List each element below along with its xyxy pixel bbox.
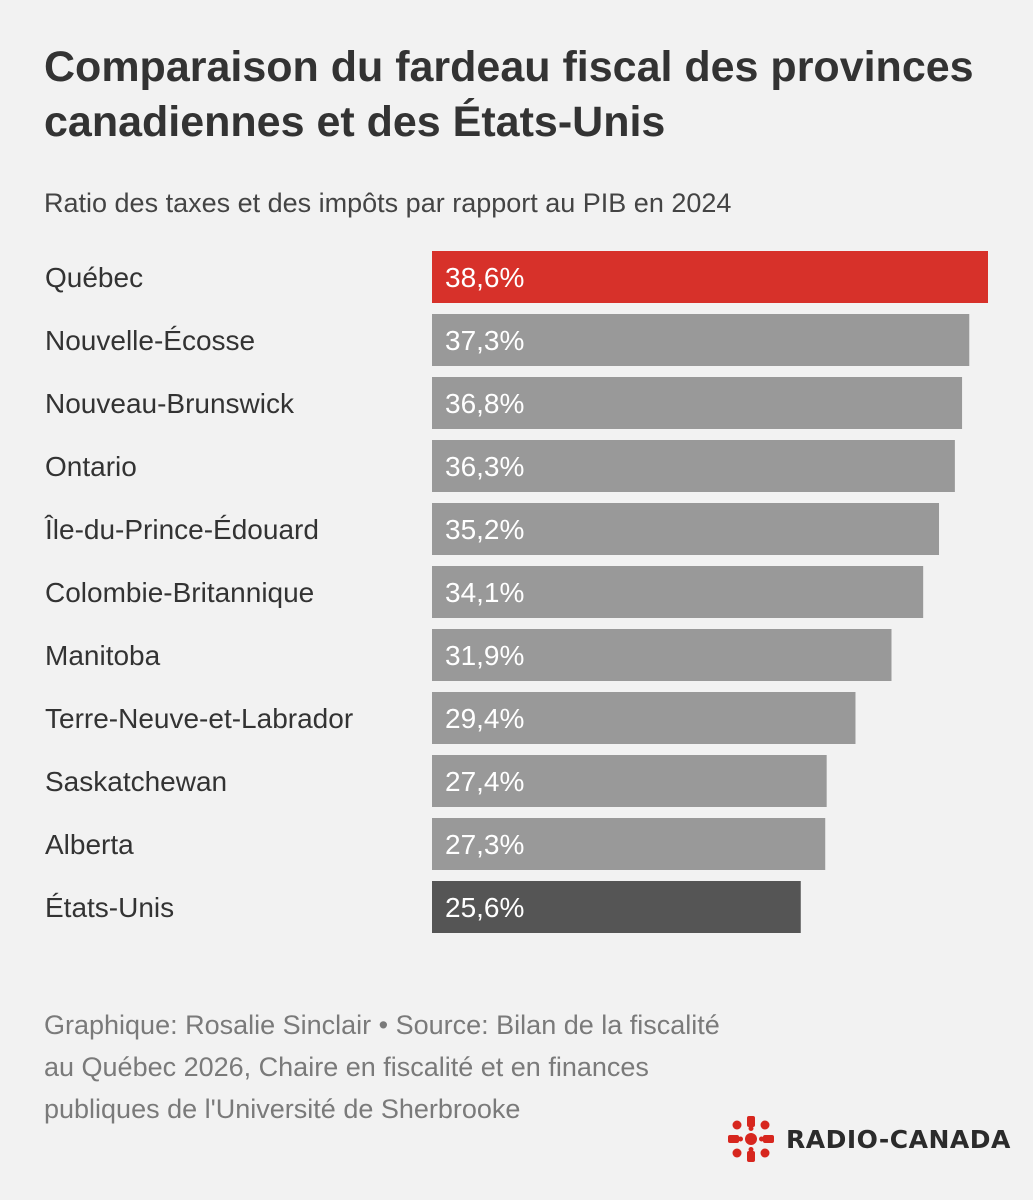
value-label: 29,4% <box>445 703 524 734</box>
source-credit: Graphique: Rosalie Sinclair • Source: Bi… <box>44 1010 720 1124</box>
bar <box>432 377 963 429</box>
bar <box>432 629 892 681</box>
bar-row: États-Unis 25,6% <box>45 881 801 933</box>
radio-canada-logo: RADIO-CANADA <box>726 1112 1011 1166</box>
bar <box>432 503 940 555</box>
bar-row: Saskatchewan 27,4% <box>45 755 827 807</box>
category-label: Terre-Neuve-et-Labrador <box>45 703 353 734</box>
bar <box>432 692 856 744</box>
category-label: Ontario <box>45 451 137 482</box>
bar <box>432 440 955 492</box>
value-label: 27,3% <box>445 829 524 860</box>
bar-row: Manitoba 31,9% <box>45 629 892 681</box>
bar-row: Terre-Neuve-et-Labrador 29,4% <box>45 692 856 744</box>
bar <box>432 314 970 366</box>
radio-canada-gem-icon <box>728 1116 774 1162</box>
bar <box>432 755 827 807</box>
bar <box>432 881 801 933</box>
bar <box>432 566 924 618</box>
bar-row: Nouveau-Brunswick 36,8% <box>45 377 963 429</box>
logo-text: RADIO-CANADA <box>786 1124 1011 1154</box>
value-label: 34,1% <box>445 577 524 608</box>
bar <box>432 818 826 870</box>
value-label: 31,9% <box>445 640 524 671</box>
bar-chart: Québec 38,6% Nouvelle-Écosse 37,3% Nouveau-B… <box>0 248 1033 938</box>
category-label: Manitoba <box>45 640 161 671</box>
category-label: Québec <box>45 262 143 293</box>
category-label: Colombie-Britannique <box>45 577 314 608</box>
category-label: Saskatchewan <box>45 766 227 797</box>
bar-row: Ontario 36,3% <box>45 440 955 492</box>
value-label: 35,2% <box>445 514 524 545</box>
bar-row: Île-du-Prince-Édouard 35,2% <box>44 503 940 555</box>
value-label: 27,4% <box>445 766 524 797</box>
chart-subtitle: Ratio des taxes et des impôts par rappor… <box>44 188 732 218</box>
value-label: 25,6% <box>445 892 524 923</box>
bar <box>432 251 988 303</box>
bar-row: Nouvelle-Écosse 37,3% <box>45 314 970 366</box>
category-label: États-Unis <box>45 892 174 923</box>
category-label: Nouveau-Brunswick <box>45 388 295 419</box>
category-label: Île-du-Prince-Édouard <box>44 514 319 545</box>
value-label: 37,3% <box>445 325 524 356</box>
bar-row: Québec 38,6% <box>45 251 988 303</box>
bar-row: Alberta 27,3% <box>45 818 826 870</box>
bar-chart-svg: Québec 38,6% Nouvelle-Écosse 37,3% Nouveau-B… <box>44 251 988 933</box>
bar-row: Colombie-Britannique 34,1% <box>45 566 924 618</box>
value-label: 36,3% <box>445 451 524 482</box>
category-label: Nouvelle-Écosse <box>45 325 255 356</box>
chart-title: Comparaison du fardeau fiscal des provin… <box>44 43 974 146</box>
category-label: Alberta <box>45 829 134 860</box>
value-label: 38,6% <box>445 262 524 293</box>
value-label: 36,8% <box>445 388 524 419</box>
